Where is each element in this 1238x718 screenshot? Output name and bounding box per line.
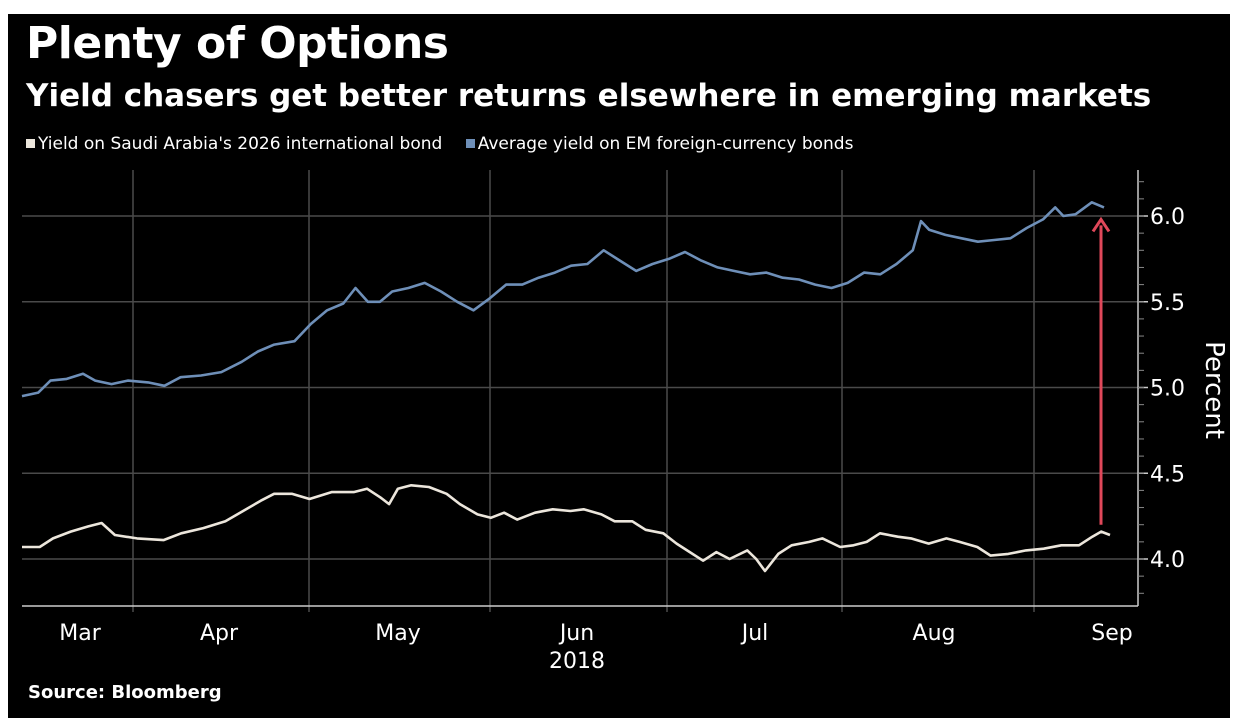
legend-label-em: Average yield on EM foreign-currency bon…: [477, 134, 854, 154]
legend-swatch-saudi: [26, 139, 35, 148]
y-axis-label: Percent: [1199, 341, 1229, 439]
annotation-arrow-head: [1091, 216, 1111, 233]
x-tick-label: Sep: [1091, 621, 1132, 646]
chart-subtitle: Yield chasers get better returns elsewhe…: [26, 78, 1152, 114]
series: [21, 201, 1111, 573]
axes: 4.0 4.5 5.0 5.5 6.0 Percent Mar Apr May Jun Jul Aug…: [22, 170, 1229, 674]
grid: [22, 170, 1138, 612]
x-tick-label: Aug: [913, 621, 956, 646]
series-line-1: [21, 201, 1105, 398]
annotations: [1091, 216, 1111, 525]
y-tick-label: 4.0: [1150, 548, 1185, 573]
series-line-0: [22, 484, 1111, 573]
y-tick-label: 5.0: [1150, 377, 1185, 402]
x-tick-label: Jul: [740, 621, 769, 646]
x-tick-label: Mar: [59, 621, 101, 646]
legend-label-saudi: Yield on Saudi Arabia's 2026 internation…: [38, 134, 443, 154]
source-note: Source: Bloomberg: [28, 682, 222, 703]
chart-panel: Plenty of Options Yield chasers get bett…: [8, 14, 1230, 718]
y-tick-label: 4.5: [1150, 462, 1185, 487]
y-tick-label: 6.0: [1150, 205, 1185, 230]
legend: Yield on Saudi Arabia's 2026 internation…: [26, 134, 871, 154]
legend-item-saudi: Yield on Saudi Arabia's 2026 internation…: [26, 134, 442, 154]
chart-title: Plenty of Options: [26, 18, 449, 69]
legend-swatch-em: [465, 139, 475, 148]
x-tick-label: Apr: [200, 621, 239, 646]
y-tick-label: 5.5: [1150, 291, 1185, 316]
x-tick-label: May: [375, 621, 420, 646]
x-year-label: 2018: [549, 649, 605, 674]
x-tick-label: Jun: [558, 621, 594, 646]
legend-item-em: Average yield on EM foreign-currency bon…: [465, 134, 854, 154]
